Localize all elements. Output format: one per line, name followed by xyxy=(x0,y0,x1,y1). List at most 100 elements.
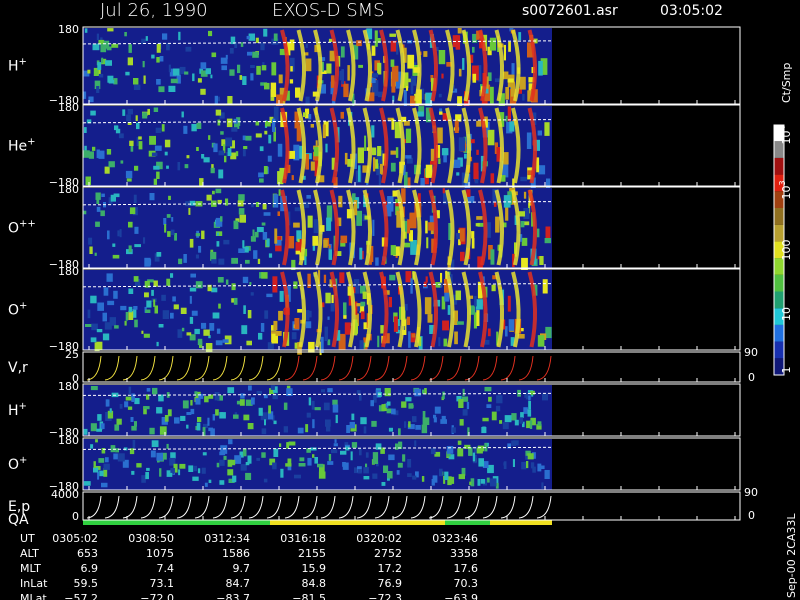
axis-right-top: 90 xyxy=(744,486,758,499)
spectrogram-cell xyxy=(219,459,225,466)
spectrogram-cell xyxy=(181,111,184,118)
spectrogram-cell xyxy=(185,201,190,207)
spectrogram-cell xyxy=(101,482,108,488)
spectrogram-cell xyxy=(351,413,355,421)
spectrogram-cell xyxy=(321,61,324,72)
spectrogram-cell xyxy=(377,62,382,75)
footer-value: 0320:02 xyxy=(356,532,402,545)
spectrogram-cell xyxy=(482,426,486,430)
spectrogram-cell xyxy=(251,203,254,208)
ion-streak xyxy=(346,189,356,266)
spectrogram-cell xyxy=(287,458,292,465)
spectrogram-cell xyxy=(369,77,376,83)
spectrogram-cell xyxy=(83,428,88,435)
spectrogram-cell xyxy=(526,420,531,429)
spectrogram-cell xyxy=(214,392,220,401)
spectrogram-cell xyxy=(117,230,120,237)
spectrogram-cell xyxy=(107,28,114,32)
spectrogram-cell xyxy=(433,414,437,419)
spectrogram-cell xyxy=(368,92,375,102)
ion-streak xyxy=(296,29,307,102)
spectrogram-cell xyxy=(198,393,204,399)
spectrogram-cell xyxy=(456,396,462,402)
spectrogram-cell xyxy=(216,232,219,236)
spectrogram-cell xyxy=(456,172,460,176)
sweep-curve xyxy=(248,495,264,519)
spectrogram-cell xyxy=(393,410,399,416)
spectrogram-cell xyxy=(124,401,129,408)
panel-frame xyxy=(82,437,741,491)
footer-row-label: UT xyxy=(20,532,35,545)
spectrogram-cell xyxy=(441,296,446,310)
spectrogram-cell xyxy=(388,297,392,308)
spectrogram-cell xyxy=(241,325,248,335)
ion-streak xyxy=(478,271,488,348)
spectrogram-cell xyxy=(512,253,515,268)
spectrogram-cell xyxy=(184,164,189,169)
spectrogram-cell xyxy=(208,135,211,140)
spectrogram-cell xyxy=(395,199,399,216)
spectrogram-cell xyxy=(201,467,206,474)
spectrogram-cell xyxy=(492,189,499,205)
spectrogram-cell xyxy=(418,337,422,347)
spectrogram-cell xyxy=(273,106,279,123)
spectrogram-cell xyxy=(404,171,408,189)
spectrogram-cell xyxy=(240,42,244,47)
spectrogram-cell xyxy=(518,211,525,217)
spectrogram-cell xyxy=(525,455,528,460)
spectrogram-cell xyxy=(113,193,120,198)
spectrogram-cell xyxy=(173,463,178,473)
panel-label: E,p xyxy=(8,499,30,515)
footer-value: 1586 xyxy=(222,547,250,560)
footer-value: 1075 xyxy=(146,547,174,560)
spectrogram-cell xyxy=(388,454,395,461)
spectrogram-cell xyxy=(410,76,417,86)
spectrogram-cell xyxy=(450,274,453,286)
spectrogram-cell xyxy=(255,121,260,126)
spectrogram-cell xyxy=(491,411,497,421)
spectrogram-cell xyxy=(273,194,279,208)
spectrogram-cell xyxy=(90,295,97,304)
spectrogram-cell xyxy=(102,333,110,341)
spectrogram-cell xyxy=(466,401,470,410)
spectrogram-cell xyxy=(389,274,396,281)
ion-streak xyxy=(395,29,406,102)
spectrogram-cell xyxy=(360,301,366,307)
ion-streak xyxy=(445,107,455,184)
spectrogram-cell xyxy=(170,468,175,473)
spectrogram-cell xyxy=(264,310,269,319)
spectrogram-cell xyxy=(194,391,198,396)
sweep-curve xyxy=(140,355,156,381)
spectrogram-cell xyxy=(132,439,136,449)
spectrogram-cell xyxy=(522,93,525,101)
spectrogram-cell xyxy=(314,457,318,464)
spectrogram-cell xyxy=(231,283,236,291)
spectrogram-cell xyxy=(278,310,283,321)
ion-streak xyxy=(428,29,439,102)
spectrogram-cell xyxy=(255,202,260,207)
spectrogram-cell xyxy=(328,454,332,461)
spectrogram-cell xyxy=(417,111,424,117)
spectrogram-cell xyxy=(185,46,192,52)
spectrogram-cell xyxy=(174,233,177,241)
spectrogram-cell xyxy=(271,333,278,344)
spectrogram-cell xyxy=(330,75,335,88)
spectrogram-cell xyxy=(96,428,102,432)
spectrogram-cell xyxy=(495,482,499,489)
spectrogram-cell xyxy=(512,440,519,446)
spectrogram-cell xyxy=(420,178,425,186)
spectrogram-cell xyxy=(182,400,189,409)
spectrogram-cell xyxy=(477,445,484,452)
spectrogram-cell xyxy=(256,65,261,75)
footer-value: −63.9 xyxy=(444,592,478,600)
spectrogram-cell xyxy=(362,165,370,173)
spectrogram-cell xyxy=(443,338,448,347)
spectrogram-cell xyxy=(217,199,222,204)
spectrogram-cell xyxy=(83,481,91,486)
footer-value: −57.2 xyxy=(64,592,98,600)
spectrogram-cell xyxy=(260,412,268,421)
spectrogram-cell xyxy=(114,125,119,131)
spectrogram-cell xyxy=(153,299,156,307)
axis-top: 180 xyxy=(58,101,79,114)
spectrogram-cell xyxy=(120,160,124,164)
